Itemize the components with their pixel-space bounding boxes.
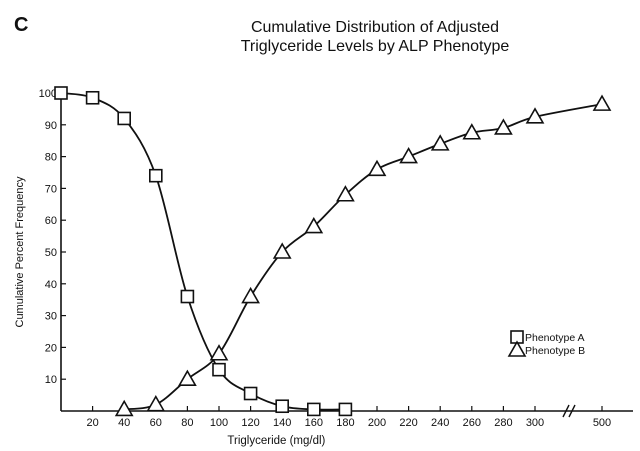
x-tick-label: 160 <box>305 417 323 429</box>
panel-label: C <box>14 14 29 36</box>
x-tick-label: 140 <box>273 417 291 429</box>
x-tick-label: 280 <box>494 417 512 429</box>
data-point-phenotype-a <box>275 399 290 414</box>
x-tick-label: 200 <box>368 417 386 429</box>
data-point-phenotype-b <box>114 399 134 417</box>
data-point-phenotype-b <box>592 94 612 111</box>
data-point-phenotype-b <box>178 369 197 387</box>
data-point-phenotype-b <box>367 159 387 177</box>
y-tick-label: 100 <box>39 88 57 100</box>
x-axis-label: Triglyceride (mg/dl) <box>227 435 325 447</box>
data-point-phenotype-b <box>494 118 513 135</box>
data-point-phenotype-b <box>430 134 450 151</box>
data-point-phenotype-a <box>212 362 226 377</box>
data-point-phenotype-a <box>85 90 100 105</box>
series-line-phenotype-b <box>124 103 603 411</box>
data-point-phenotype-a <box>117 111 131 126</box>
data-point-phenotype-b <box>304 216 324 234</box>
chart-title: Cumulative Distribution of Adjusted Trig… <box>0 18 640 56</box>
y-tick-label: 10 <box>45 374 57 386</box>
chart-title-line-2: Triglyceride Levels by ALP Phenotype <box>240 38 510 55</box>
x-tick-label: 20 <box>86 417 98 429</box>
data-point-phenotype-b <box>525 107 545 124</box>
data-point-phenotype-a <box>306 402 321 417</box>
data-point-phenotype-a <box>149 168 163 183</box>
y-tick-label: 70 <box>45 183 57 195</box>
x-tick-label: 220 <box>399 417 417 429</box>
y-tick-label: 90 <box>45 120 57 132</box>
y-tick-label: 30 <box>45 311 57 323</box>
x-tick-label: 180 <box>336 417 354 429</box>
chart-title-line-1: Cumulative Distribution of Adjusted <box>250 19 500 36</box>
x-tick-label: 120 <box>241 417 259 429</box>
series-line-phenotype-a <box>60 92 346 411</box>
data-point-phenotype-b <box>209 344 229 361</box>
y-tick-label: 40 <box>45 279 57 291</box>
data-point-phenotype-a <box>180 289 195 304</box>
x-tick-label: 500 <box>593 417 611 429</box>
y-tick-label: 80 <box>45 152 57 164</box>
x-tick-label: 260 <box>463 417 481 429</box>
data-point-phenotype-a <box>338 402 353 417</box>
x-tick-label: 60 <box>150 417 162 429</box>
x-tick-label: 40 <box>118 417 130 429</box>
x-tick-label: 240 <box>431 417 449 429</box>
x-tick-label: 300 <box>526 417 544 429</box>
y-tick-label: 60 <box>45 215 57 227</box>
y-tick-label: 20 <box>45 342 57 354</box>
axis-break-mark <box>562 404 570 418</box>
y-tick-label: 50 <box>45 247 57 259</box>
data-point-phenotype-b <box>241 286 260 304</box>
legend-label-phenotype-b: Phenotype B <box>525 345 585 357</box>
legend-label-phenotype-a: Phenotype A <box>525 332 585 344</box>
y-axis-label: Cumulative Percent Frequency <box>14 176 26 328</box>
data-point-phenotype-b <box>146 395 166 412</box>
x-tick-label: 100 <box>210 417 228 429</box>
data-point-phenotype-a <box>243 386 258 401</box>
data-point-phenotype-b <box>272 242 292 259</box>
x-tick-label: 80 <box>181 417 193 429</box>
data-point-phenotype-b <box>336 185 355 202</box>
data-point-phenotype-b <box>399 146 418 164</box>
legend-marker-phenotype-b <box>507 340 527 357</box>
axis-break-mark <box>568 404 576 418</box>
data-point-phenotype-a <box>54 86 68 100</box>
data-point-phenotype-b <box>462 123 482 140</box>
